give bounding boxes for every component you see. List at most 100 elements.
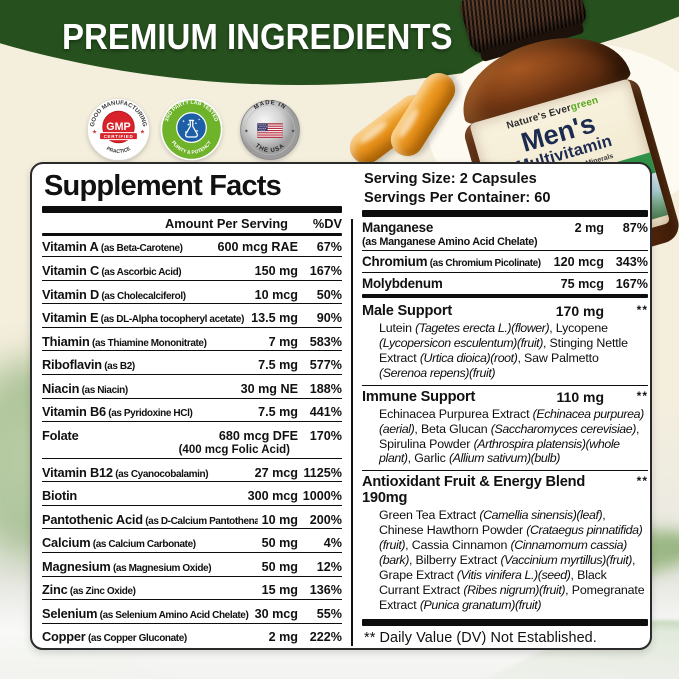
divider-bar [362,294,648,299]
nutrient-row: Pantothenic Acid (as D-Calcium Pantothen… [42,510,342,530]
nutrient-source: (as Ascorbic Acid) [99,267,182,278]
nutrient-dv: 170% [309,428,342,443]
nutrient-amount: 7 mg [268,334,298,349]
star-icon: ★ [291,128,295,134]
nutrient-amount: 300 mcg [247,489,298,504]
gmp-bottom-text: PRACTICE [105,146,132,155]
blend-name: Male Support [362,303,453,320]
botanical-name: (Ribes nigrum)(fruit) [463,582,566,597]
supplement-facts-panel: Supplement Facts Amount Per Serving %DV … [30,162,652,650]
nutrient-dv: 1000% [302,489,342,504]
nutrient-name: Vitamin E (as DL-Alpha tocopheryl acetat… [42,310,245,326]
nutrient-amount: 15 mg [261,583,298,598]
dv-footnote: ** Daily Value (DV) Not Established. [364,630,597,647]
nutrient-amount: 30 mcg [254,606,298,621]
nutrient-source: (as Magnesium Oxide) [110,562,212,574]
nutrient-name: Thiamin (as Thiamine Mononitrate) [42,333,207,349]
nutrient-row: Folate 680 mcg DFE 170% (400 mcg Folic Acid… [42,426,342,459]
botanical-name: (Cinnamomum cassia)(bark) [379,538,627,567]
nutrient-source: (as Pyridoxine HCl) [105,408,193,420]
made-in-usa-badge: MADE IN THE USA ★ ★ [240,100,300,160]
nutrient-source: (as Copper Gluconate) [85,633,187,645]
botanical-name: (Tagetes erecta L.)(flower) [415,321,550,336]
us-flag-icon [257,123,283,138]
nutrient-name: Copper (as Copper Gluconate) [42,629,187,645]
mineral-name: Molybdenum [362,275,443,291]
mineral-name: Chromium (as Chromium Picolinate) [362,254,541,270]
nutrient-amount: 150 mg [254,264,298,278]
nutrient-dv: 583% [309,334,342,349]
nutrient-line: Calcium (as Calcium Carbonate) 50 mg 4% [42,535,342,550]
nutrient-amount: 30 mg NE [240,381,298,396]
botanical-name: (Saccharomyces cerevisiae) [490,421,637,436]
nutrient-line: Vitamin A (as Beta-Carotene) 600 mcg RAE 6… [42,239,342,254]
divider-bar [42,233,342,237]
nutrient-row: Vitamin D (as Cholecalciferol) 10 mcg 50% [42,285,342,305]
nutrient-row: Biotin 300 mcg 1000% [42,486,342,506]
nutrient-line: Thiamin (as Thiamine Mononitrate) 7 mg 583… [42,334,342,349]
nutrient-source: (as B2) [101,361,135,373]
ingredient-text: , Stinging Nettle Extract [379,336,628,366]
nutrient-amount: 600 mcg RAE [217,240,299,255]
botanical-name: (Echinacea purpurea)(aerial) [379,406,644,436]
nutrient-name: Niacin (as Niacin) [42,380,129,396]
divider-bar [42,206,342,214]
svg-text:✦: ✦ [182,120,185,124]
nutrient-amount: 10 mcg [254,287,298,302]
nutrient-amount: 27 mcg [254,465,298,480]
mineral-amount: 2 mg [574,221,604,236]
nutrient-line: Magnesium (as Magnesium Oxide) 50 mg 12% [42,559,342,574]
botanical-name: (Allium sativum)(bulb) [448,451,560,466]
divider-bar [362,619,648,627]
nutrient-amount: 7.5 mg [258,405,298,420]
nutrient-source: (as Cyanocobalamin) [112,468,209,480]
nutrient-name: Pantothenic Acid (as D-Calcium Pantothen… [42,512,258,527]
blend-section: Antioxidant Fruit & Energy Blend 190mg **… [362,471,648,616]
botanical-name: (Vaccinium myrtillus)(fruit) [500,552,632,567]
amount-header: Amount Per Serving [164,216,288,232]
blend-name: Antioxidant Fruit & Energy Blend 190mg [362,474,586,507]
divider-bar [362,210,648,218]
nutrient-dv: 136% [309,583,342,598]
blend-amount: 170 mg [555,303,604,320]
ingredient-text: , Black Currant Extract [379,567,607,597]
mineral-dv: 343% [615,255,648,270]
nutrient-line: Vitamin E (as DL-Alpha tocopheryl acetat… [42,310,342,325]
blend-section: Immune Support 110 mg ** Echinacea Purpurea… [362,386,648,472]
nutrient-dv: 90% [316,311,342,326]
nutrient-dv: 222% [309,630,342,645]
nutrient-row: Thiamin (as Thiamine Mononitrate) 7 mg 583… [42,332,342,352]
nutrient-row: Magnesium (as Magnesium Oxide) 50 mg 12% [42,557,342,577]
gmp-certified-badge: GOOD MANUFACTURING PRACTICE ★ ★ GMP CERT… [87,98,150,161]
botanical-name: (Punica granatum)(fruit) [419,597,542,612]
facts-right-column: Serving Size: 2 Capsules Servings Per Co… [362,170,648,646]
ingredient-text: , Pomegranate Extract [379,582,645,612]
nutrient-dv: 1125% [303,465,342,480]
botanical-name: (Lycopersicon esculentum)(fruit) [379,336,543,351]
gmp-center-text: GMP [106,121,130,133]
mineral-amount: 120 mcg [553,255,604,270]
nutrient-source: (as Niacin) [79,384,129,396]
botanical-name: (Arthrospira platensis)(whole plant) [379,436,620,466]
nutrient-line: Vitamin B12 (as Cyanocobalamin) 27 mcg 112… [42,465,342,480]
serving-size: Serving Size: 2 Capsules [364,171,537,187]
column-divider [351,219,353,647]
nutrient-source: (as DL-Alpha tocopheryl acetate) [98,314,245,326]
blend-header: Antioxidant Fruit & Energy Blend 190mg ** [362,474,648,506]
nutrient-source: (as Selenium Amino Acid Chelate) [97,609,249,621]
nutrient-line: Zinc (as Zinc Oxide) 15 mg 136% [42,582,342,597]
nutrient-line: Biotin 300 mcg 1000% [42,488,342,503]
mineral-line: Molybdenum 75 mcg 167% [362,276,648,291]
blend-section: Male Support 170 mg ** Lutein (Tagetes erec… [362,300,648,386]
nutrient-row: Vitamin A (as Beta-Carotene) 600 mcg RAE 6… [42,237,342,258]
nutrient-amount: 13.5 mg [251,311,298,326]
blend-dv: ** [636,388,648,403]
nutrient-dv: 188% [309,381,342,396]
mineral-dv: 87% [622,221,648,236]
nutrient-rows: Vitamin A (as Beta-Carotene) 600 mcg RAE 6… [42,237,342,646]
nutrient-amount: 50 mg [261,536,298,551]
column-headers: Amount Per Serving %DV [42,213,342,233]
nutrient-dv: 67% [316,240,342,255]
nutrient-dv: 167% [309,264,342,278]
